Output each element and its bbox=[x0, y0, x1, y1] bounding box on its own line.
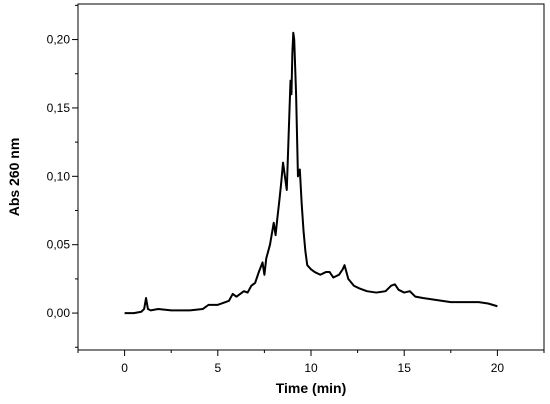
series-line bbox=[124, 31, 498, 315]
x-axis-ticks: 0 5 10 15 20 bbox=[77, 350, 545, 375]
x-tick-label: 15 bbox=[398, 361, 412, 375]
y-tick-label: 0,20 bbox=[47, 33, 71, 47]
x-axis-label: Time (min) bbox=[276, 380, 347, 396]
y-axis-ticks: 0,00 0,05 0,10 0,15 0,20 bbox=[47, 4, 78, 348]
x-tick-label: 20 bbox=[491, 361, 505, 375]
y-tick-label: 0,05 bbox=[47, 238, 71, 252]
y-tick-label: 0,15 bbox=[47, 101, 71, 115]
y-axis-label: Abs 260 nm bbox=[6, 138, 22, 217]
plot-frame bbox=[77, 3, 545, 351]
y-tick-label: 0,10 bbox=[47, 169, 71, 183]
y-tick-label: 0,00 bbox=[47, 306, 71, 320]
x-tick-label: 10 bbox=[304, 361, 318, 375]
x-tick-label: 5 bbox=[214, 361, 221, 375]
x-tick-label: 0 bbox=[121, 361, 128, 375]
